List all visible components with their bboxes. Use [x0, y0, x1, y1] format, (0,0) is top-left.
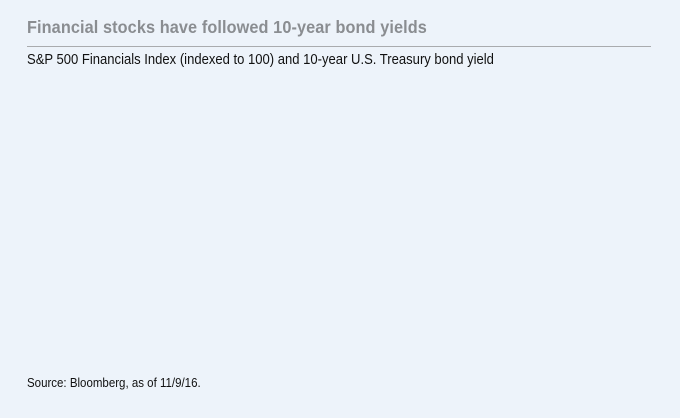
source-note: Source: Bloomberg, as of 11/9/16.	[27, 376, 201, 390]
chart-title: Financial stocks have followed 10-year b…	[27, 17, 427, 37]
chart-subtitle: S&P 500 Financials Index (indexed to 100…	[27, 52, 494, 68]
title-divider	[27, 46, 651, 47]
